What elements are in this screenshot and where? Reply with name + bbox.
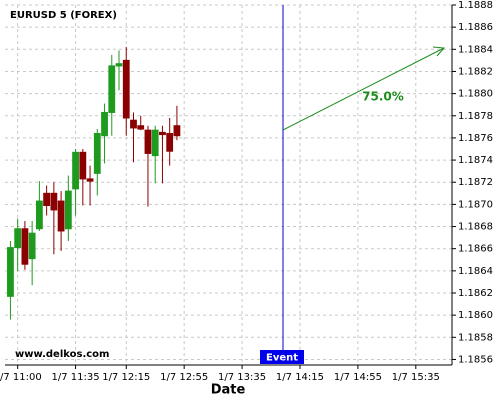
candle-body xyxy=(137,125,145,130)
candle-body xyxy=(101,111,108,137)
y-tick-label: 1.1872 xyxy=(458,177,493,188)
y-tick-label: 1.1886 xyxy=(458,22,493,33)
candle-body xyxy=(64,190,72,230)
x-tick-label: 1/7 12:15 xyxy=(102,372,150,383)
candle-body xyxy=(35,200,43,230)
forecast-arrow xyxy=(282,47,445,131)
candle-body xyxy=(7,247,14,297)
x-tick-label: 1/7 14:15 xyxy=(276,372,324,383)
candle-body xyxy=(144,129,152,154)
x-tick-label: 1/7 13:35 xyxy=(218,372,266,383)
y-tick-label: 1.1874 xyxy=(458,155,493,166)
candle-body xyxy=(86,178,94,182)
y-tick-label: 1.1878 xyxy=(458,111,493,122)
candle-body xyxy=(115,63,123,67)
y-tick-label: 1.1856 xyxy=(458,354,493,365)
candle-body xyxy=(108,65,116,113)
annotation: 75.0% xyxy=(362,90,404,104)
candle-body xyxy=(28,232,36,260)
candle-body xyxy=(50,192,58,211)
y-tick-label: 1.1888 xyxy=(458,0,493,11)
candle-body xyxy=(79,151,87,180)
y-tick-label: 1.1860 xyxy=(458,310,493,321)
plot-area xyxy=(5,5,452,365)
candle-body xyxy=(57,200,65,232)
y-tick-label: 1.1862 xyxy=(458,288,493,299)
x-tick-label: 1/7 11:35 xyxy=(52,372,100,383)
y-tick-label: 1.1864 xyxy=(458,266,493,277)
candle-body xyxy=(43,192,51,206)
y-tick-label: 1.1868 xyxy=(458,222,493,233)
y-tick-label: 1.1858 xyxy=(458,332,493,343)
arrow-head xyxy=(432,46,446,57)
candle-body xyxy=(166,132,174,152)
y-tick-label: 1.1866 xyxy=(458,244,493,255)
candle-body xyxy=(93,132,101,174)
x-tick-label: 1/7 15:35 xyxy=(392,372,440,383)
candle-body xyxy=(159,131,166,136)
x-axis-label: Date xyxy=(211,383,246,398)
y-tick-label: 1.1876 xyxy=(458,133,493,144)
candle-body xyxy=(21,228,29,265)
y-tick-label: 1.1880 xyxy=(458,89,493,100)
chart-title: EURUSD 5 (FOREX) xyxy=(10,10,117,21)
y-tick-label: 1.1882 xyxy=(458,66,493,77)
candle-body xyxy=(14,228,22,249)
x-tick-label: 1/7 14:55 xyxy=(334,372,382,383)
candle-body xyxy=(130,119,137,129)
y-tick-label: 1.1884 xyxy=(458,44,493,55)
candle-body xyxy=(173,125,181,137)
candle-body xyxy=(151,129,159,157)
watermark: www.delkos.com xyxy=(15,349,109,360)
candle-body xyxy=(72,151,79,190)
x-tick-label: 1/7 11:00 xyxy=(0,372,42,383)
y-tick-label: 1.1870 xyxy=(458,199,493,210)
candle-body xyxy=(122,59,130,119)
x-tick-label: 1/7 12:55 xyxy=(160,372,208,383)
event-box xyxy=(260,350,304,364)
event-label: Event xyxy=(266,353,298,364)
